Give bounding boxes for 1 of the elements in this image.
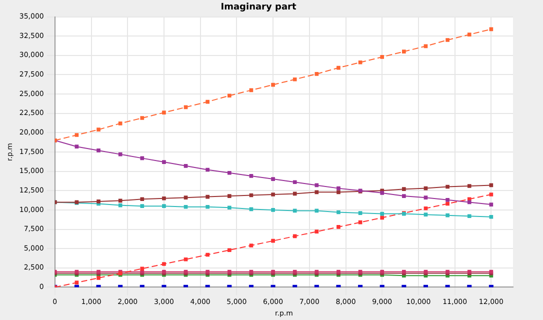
chart-title: Imaginary part bbox=[220, 2, 297, 13]
